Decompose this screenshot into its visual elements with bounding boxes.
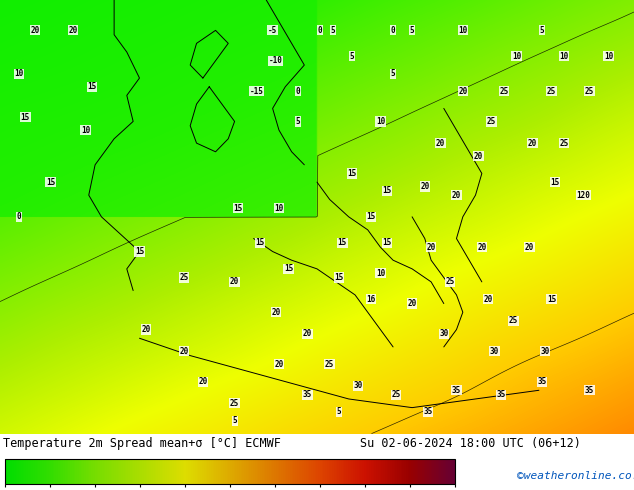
Text: 15: 15 [284,265,293,273]
Text: 25: 25 [560,139,569,147]
Text: 30: 30 [439,329,448,339]
Text: 0: 0 [318,26,323,35]
Text: 20: 20 [458,87,467,96]
Text: 20: 20 [484,294,493,304]
Text: 15: 15 [338,238,347,247]
Text: 25: 25 [392,390,401,399]
Text: 10: 10 [458,26,467,35]
Text: 5: 5 [337,408,342,416]
Text: 15: 15 [21,113,30,122]
Text: 5: 5 [330,26,335,35]
Text: 20: 20 [436,139,445,147]
Text: 10: 10 [604,52,613,61]
Text: 25: 25 [446,277,455,286]
Text: 15: 15 [382,238,391,247]
Text: 10: 10 [560,52,569,61]
Text: 5: 5 [410,26,415,35]
Text: -10: -10 [269,56,283,65]
Text: 15: 15 [135,247,144,256]
Text: 20: 20 [408,299,417,308]
Text: Temperature 2m Spread mean+σ [°C] ECMWF: Temperature 2m Spread mean+σ [°C] ECMWF [3,437,281,450]
Text: 15: 15 [256,238,264,247]
Text: 35: 35 [538,377,547,386]
Text: 20: 20 [68,26,77,35]
Text: 20: 20 [30,26,39,35]
Text: 15: 15 [366,212,375,221]
Text: 25: 25 [230,399,239,408]
Text: 20: 20 [420,182,429,191]
Text: 25: 25 [179,273,188,282]
Text: 10: 10 [376,117,385,126]
Text: 15: 15 [550,178,559,187]
Text: 15: 15 [233,204,242,213]
Text: 30: 30 [354,381,363,391]
Text: 20: 20 [474,151,483,161]
Text: 20: 20 [271,308,280,317]
Text: 25: 25 [500,87,508,96]
Text: 120: 120 [576,191,590,199]
Text: 25: 25 [325,360,334,369]
Text: 5: 5 [295,117,301,126]
Text: 15: 15 [347,169,356,178]
Text: 10: 10 [512,52,521,61]
Text: 10: 10 [15,69,23,78]
Text: 20: 20 [141,325,150,334]
Text: 5: 5 [540,26,545,35]
Text: 15: 15 [382,186,391,196]
Text: 35: 35 [303,390,312,399]
Text: 0: 0 [295,87,301,96]
Text: 20: 20 [427,243,436,252]
Text: 25: 25 [509,317,518,325]
Text: 25: 25 [585,87,594,96]
Text: 25: 25 [487,117,496,126]
Text: 10: 10 [81,125,90,135]
Text: 25: 25 [547,87,556,96]
Text: Su 02-06-2024 18:00 UTC (06+12): Su 02-06-2024 18:00 UTC (06+12) [360,437,581,450]
Text: 15: 15 [335,273,344,282]
Text: 20: 20 [452,191,461,199]
Text: 0: 0 [16,212,22,221]
Text: 5: 5 [232,416,237,425]
Text: 0: 0 [391,26,396,35]
Text: 20: 20 [525,243,534,252]
Text: ©weatheronline.co.uk: ©weatheronline.co.uk [517,471,634,481]
Text: 10: 10 [275,204,283,213]
Text: 35: 35 [496,390,505,399]
Text: 16: 16 [366,294,375,304]
Text: 30: 30 [490,347,499,356]
Text: 20: 20 [198,377,207,386]
Text: 15: 15 [87,82,96,91]
Text: 20: 20 [528,139,537,147]
Text: 20: 20 [477,243,486,252]
Text: 20: 20 [179,347,188,356]
Text: 15: 15 [547,294,556,304]
Text: 5: 5 [391,69,396,78]
Text: -5: -5 [268,26,277,35]
Text: 35: 35 [424,408,432,416]
Text: 5: 5 [349,52,354,61]
Text: 20: 20 [230,277,239,286]
Text: 20: 20 [275,360,283,369]
Text: 30: 30 [541,347,550,356]
Text: -15: -15 [250,87,264,96]
Text: 10: 10 [376,269,385,278]
Text: 35: 35 [452,386,461,395]
Text: 35: 35 [585,386,594,395]
Text: 15: 15 [46,178,55,187]
Text: 20: 20 [303,329,312,339]
